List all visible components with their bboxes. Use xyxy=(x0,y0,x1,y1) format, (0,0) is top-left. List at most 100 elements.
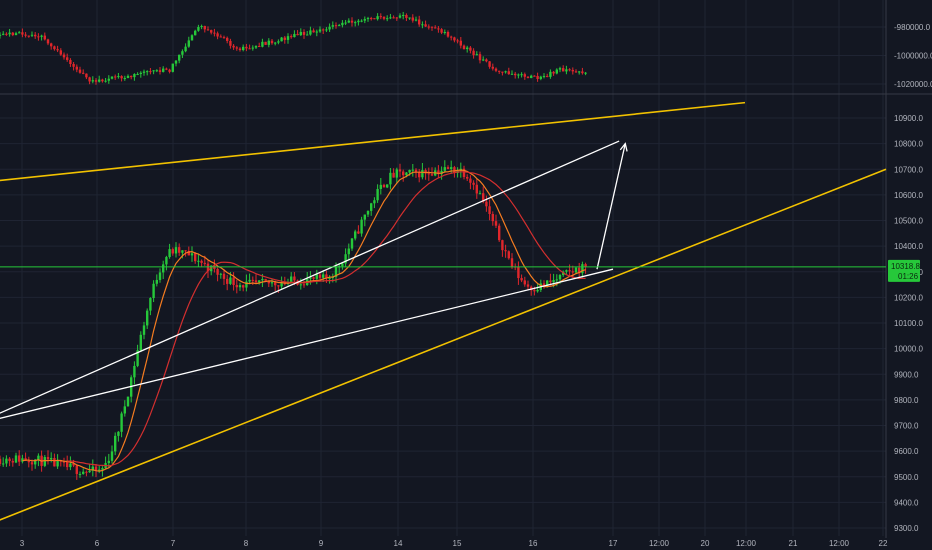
time-tick-label: 16 xyxy=(529,539,538,548)
candle-body xyxy=(18,455,21,462)
indicator-bar xyxy=(354,22,357,24)
indicator-bar xyxy=(126,75,130,79)
indicator-bar xyxy=(536,75,539,79)
indicator-bar xyxy=(286,36,290,40)
price-tick-label: 9900.0 xyxy=(894,370,919,379)
candle-body xyxy=(178,247,181,253)
indicator-bar xyxy=(299,31,302,36)
candle-body xyxy=(472,182,475,185)
indicator-bar xyxy=(123,78,126,80)
candle-body xyxy=(430,174,434,176)
candle-body xyxy=(485,201,488,207)
candle-body xyxy=(498,225,501,241)
drawn-trendlines[interactable] xyxy=(0,101,887,536)
indicator-bar xyxy=(264,41,267,45)
indicator-bar xyxy=(357,20,360,23)
indicator-bar xyxy=(309,30,312,35)
candle-body xyxy=(370,203,373,211)
candle-body xyxy=(501,240,504,251)
projection-arrow[interactable] xyxy=(596,143,626,270)
indicator-bar xyxy=(238,48,242,51)
candle-body xyxy=(523,280,526,285)
indicator-bar xyxy=(181,51,184,55)
candle-body xyxy=(302,284,306,286)
indicator-bar xyxy=(14,33,18,36)
grid xyxy=(0,0,932,538)
candle-body xyxy=(328,277,331,279)
candle-body xyxy=(507,251,510,259)
upper-rising-trendline[interactable] xyxy=(0,140,620,431)
channel-bottom[interactable] xyxy=(0,168,887,535)
candle-body xyxy=(334,266,338,277)
current-price-tag: 10318.801:26 xyxy=(888,259,920,282)
indicator-bar xyxy=(146,71,149,73)
candle-body xyxy=(312,277,315,279)
indicator-bar xyxy=(40,35,43,37)
candle-body xyxy=(309,277,312,279)
indicator-bar xyxy=(37,36,40,38)
candle-body xyxy=(101,468,104,470)
candle-body xyxy=(549,280,552,283)
indicator-bar xyxy=(46,39,50,44)
candle-body xyxy=(46,457,50,460)
candle-body xyxy=(245,281,248,288)
candle-body xyxy=(37,455,40,460)
indicator-bar xyxy=(462,45,466,50)
indicator-bar xyxy=(469,47,472,51)
indicator-bar xyxy=(571,69,574,72)
indicator-bar xyxy=(50,43,53,47)
indicator-bar xyxy=(501,71,504,73)
indicator-bar xyxy=(568,69,571,71)
candle-body xyxy=(146,310,149,326)
indicator-bar xyxy=(98,79,101,82)
candle-body xyxy=(53,458,56,467)
indicator-bar xyxy=(101,79,104,82)
price-axis[interactable]: 9300.0 9400.0 9500.0 9600.0 9700.0 9800.0 9900… xyxy=(894,23,932,533)
price-tick-label: 10900.0 xyxy=(894,114,923,123)
channel-top[interactable] xyxy=(0,101,746,185)
candle-body xyxy=(117,431,120,436)
indicator-bar xyxy=(306,34,309,36)
candle-body xyxy=(555,279,558,281)
indicator-bar xyxy=(578,71,581,73)
lower-rising-trendline[interactable] xyxy=(0,268,614,428)
candle-body xyxy=(120,413,123,432)
candle-body xyxy=(168,249,171,258)
candle-body xyxy=(280,283,283,287)
indicator-bar xyxy=(290,36,293,38)
candle-body xyxy=(389,172,392,185)
indicator-bar xyxy=(139,72,142,74)
indicator-bar xyxy=(270,40,274,44)
price-tick-label: 10000.0 xyxy=(894,345,923,354)
time-tick-label: 12:00 xyxy=(829,539,850,548)
candle-body xyxy=(248,279,251,282)
candle-body xyxy=(517,266,520,279)
indicator-bar xyxy=(277,41,280,43)
candle-body xyxy=(421,170,424,178)
candle-body xyxy=(174,247,178,254)
indicator-bar xyxy=(171,63,174,72)
indicator-bar xyxy=(245,46,248,49)
indicator-bar xyxy=(443,31,446,33)
candle-body xyxy=(184,250,187,252)
candle-body xyxy=(350,238,354,249)
indicator-bar xyxy=(338,25,341,27)
indicator-bar xyxy=(293,33,296,38)
indicator-bar xyxy=(62,54,66,58)
indicator-bar xyxy=(219,36,222,38)
candle-body xyxy=(376,188,379,201)
candle-body xyxy=(491,213,494,222)
indicator-bar xyxy=(366,18,370,20)
candle-body xyxy=(238,285,242,288)
indicator-bar xyxy=(430,26,434,28)
indicator-bar xyxy=(482,59,485,61)
candle-body xyxy=(398,169,402,172)
indicator-bar xyxy=(562,68,565,72)
indicator-bar xyxy=(280,37,283,42)
time-axis[interactable]: 3 6 7 8 9 14 15 16 17 12:00 20 12:00 21 12:00 22 xyxy=(20,539,888,548)
candle-body xyxy=(235,284,238,288)
candle-body xyxy=(136,350,139,366)
candle-body xyxy=(440,170,443,175)
indicator-bar xyxy=(539,76,542,79)
